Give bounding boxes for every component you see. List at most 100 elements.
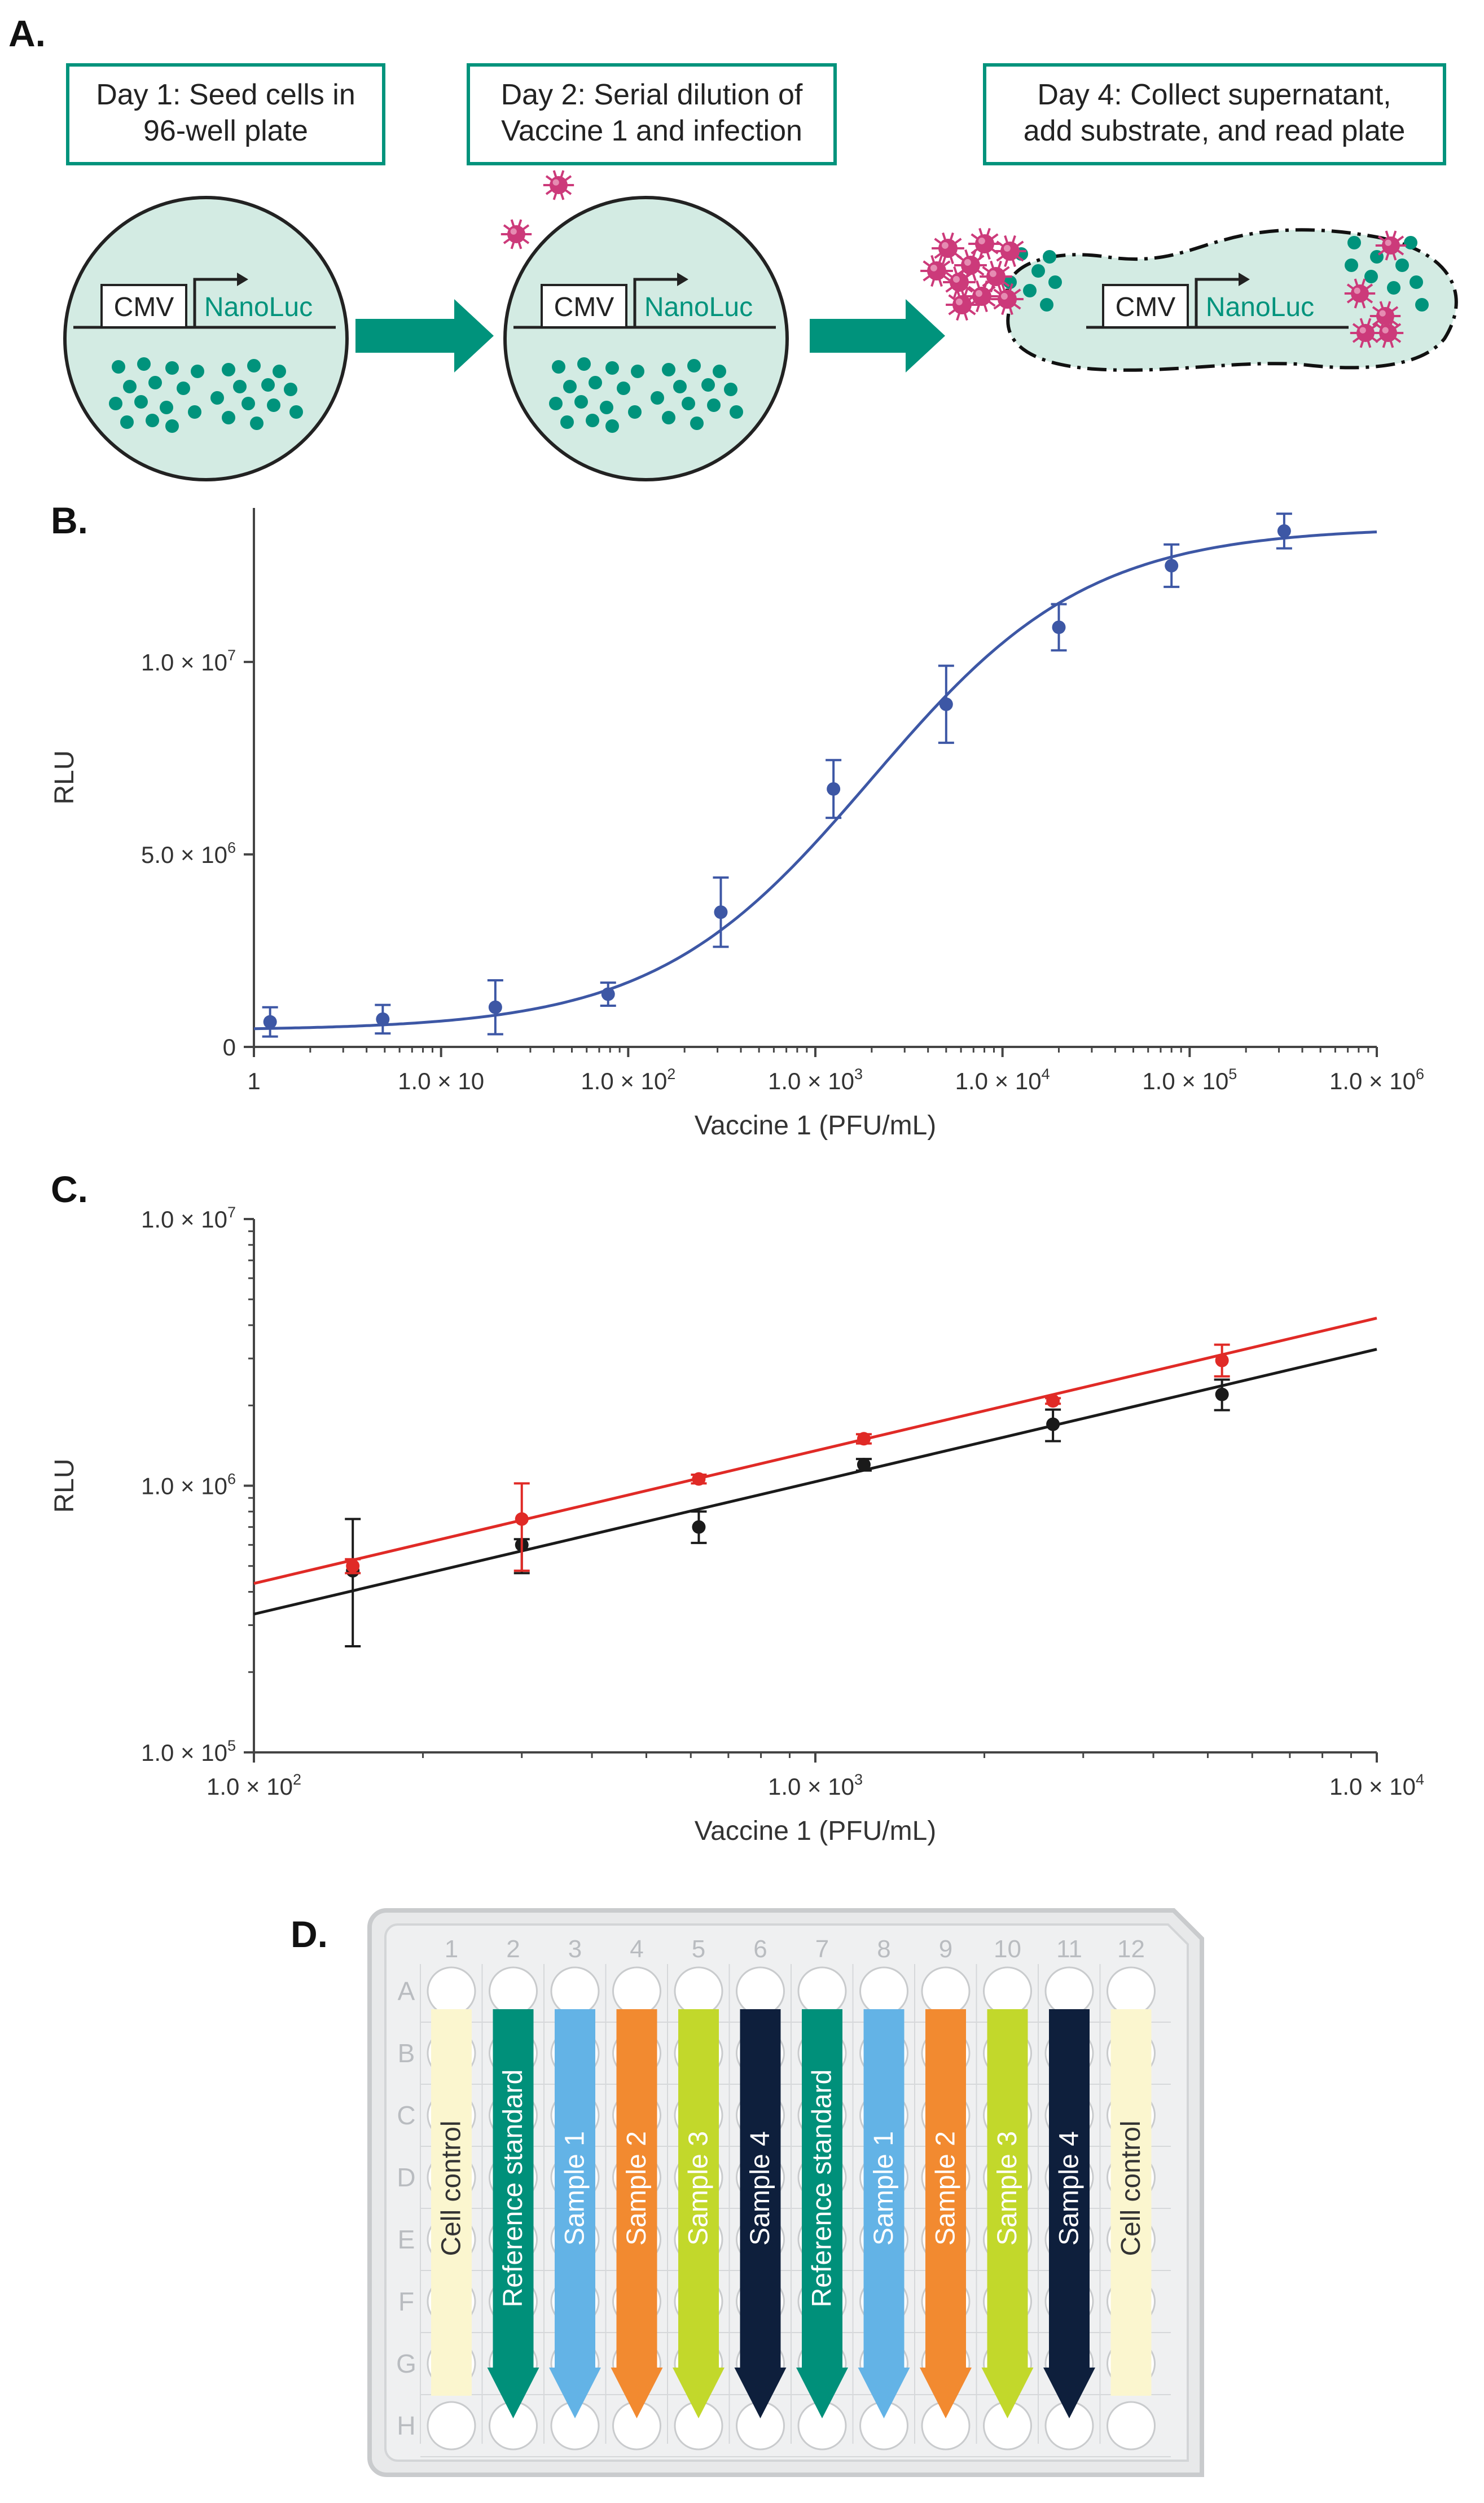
column-label: 5: [692, 1935, 705, 1963]
well: [427, 2401, 476, 2451]
protein-dot: [549, 397, 563, 410]
virus-body: [1351, 284, 1369, 303]
well: [612, 1966, 661, 2016]
data-point: [692, 1472, 706, 1486]
data-point: [827, 782, 841, 796]
x-tick-label-exp: 6: [1416, 1066, 1424, 1082]
y-tick-label-base: 1.0 × 10: [141, 1739, 227, 1766]
cmv-promoter-box: [100, 284, 187, 328]
column-label: 6: [753, 1935, 767, 1963]
cell-day4-lysed: CMV NanoLuc: [920, 227, 1458, 372]
protein-dot: [628, 405, 642, 419]
column-label: 9: [939, 1935, 952, 1963]
protein-dot: [730, 405, 743, 419]
step-3-box: [983, 63, 1446, 165]
protein-dot: [250, 417, 264, 430]
virus-icons: [920, 227, 1407, 348]
protein-dot: [177, 382, 190, 395]
protein-dot: [1043, 250, 1056, 264]
protein-dot: [707, 398, 721, 412]
virus-highlight: [1354, 287, 1360, 294]
virus-body: [1382, 236, 1400, 255]
protein-dot: [273, 365, 286, 378]
well: [1107, 1966, 1156, 2016]
data-point: [1165, 559, 1179, 573]
promoter-label: CMV: [1116, 292, 1176, 322]
virus-highlight: [930, 264, 937, 271]
step-3-label: Day 4: Collect supernatant, add substrate…: [1024, 78, 1405, 147]
protein-dot: [673, 380, 687, 393]
x-tick-label-base: 1.0 × 10: [1329, 1068, 1416, 1094]
virus-body: [1379, 324, 1397, 342]
strip-label: Sample 3: [684, 2131, 714, 2246]
panel-a: A. Day 1: Seed cells in 96-well plate Day…: [8, 12, 1458, 481]
protein-dot: [289, 405, 303, 419]
protein-dot: [137, 357, 151, 371]
x-tick-label: 1.0 × 103: [768, 1771, 863, 1800]
virus-highlight: [1003, 244, 1011, 252]
well: [983, 1966, 1032, 2016]
panel-b-chart: B. 1 1.0 × 10 1.0 × 102 1.0 × 103 1.0 × 104 1…: [50, 499, 1424, 1141]
fit-curve: [253, 531, 1377, 1031]
protein-dot: [148, 376, 162, 389]
x-tick-label-exp: 3: [854, 1066, 863, 1082]
data-point: [1052, 620, 1066, 634]
step-label-line: Day 1: Seed cells in: [96, 78, 355, 111]
protein-dot: [1395, 258, 1409, 272]
virus-icon: [980, 260, 1012, 293]
promoter-arrow-icon: [1195, 278, 1239, 327]
data-point: [857, 1458, 871, 1472]
process-arrow-icon: [355, 299, 494, 372]
y-axis-title: RLU: [50, 750, 80, 804]
promoter-label: CMV: [554, 292, 614, 322]
column-label: 8: [877, 1935, 890, 1963]
protein-dot: [261, 378, 275, 392]
y-tick-label: 5.0 × 106: [141, 839, 236, 868]
virus-icons: [500, 170, 574, 249]
protein-dot: [242, 397, 255, 410]
strip-label: Sample 1: [560, 2131, 590, 2246]
column-label: 2: [506, 1935, 520, 1963]
protein-dot: [160, 401, 173, 414]
column-label: 11: [1056, 1935, 1082, 1963]
virus-icon: [968, 227, 1001, 260]
x-tick-label-base: 1.0 × 10: [1329, 1773, 1416, 1800]
virus-highlight: [941, 242, 949, 249]
virus-highlight: [978, 237, 985, 244]
protein-dot: [690, 417, 704, 430]
virus-highlight: [1000, 292, 1008, 300]
protein-dot: [617, 382, 630, 395]
column-label: 4: [630, 1935, 643, 1963]
protein-dot: [605, 361, 619, 375]
virus-icon: [946, 288, 978, 321]
promoter-arrow-icon: [193, 278, 237, 327]
protein-dot: [560, 415, 574, 429]
step-2-label: Day 2: Serial dilution of Vaccine 1 and i…: [501, 78, 803, 147]
strip-arrow: [858, 2009, 910, 2418]
x-tick-label-exp: 2: [293, 1771, 301, 1788]
protein-dot: [134, 395, 148, 409]
x-tick-label-exp: 5: [1228, 1066, 1237, 1082]
x-tick-label-exp: 4: [1042, 1066, 1050, 1082]
y-tick-label: 1.0 × 105: [141, 1737, 236, 1766]
protein-dot: [1031, 264, 1045, 278]
virus-body: [961, 256, 980, 275]
x-tick-label-base: 1.0 × 10: [955, 1068, 1042, 1094]
virus-icon: [543, 170, 574, 200]
well: [797, 1966, 847, 2016]
protein-dot: [682, 397, 695, 410]
protein-dot: [589, 376, 602, 389]
x-axis-title: Vaccine 1 (PFU/mL): [695, 1816, 937, 1846]
protein-dot: [563, 380, 577, 393]
well: [859, 1966, 908, 2016]
virus-icon: [1369, 301, 1401, 331]
strip-bar: [431, 2009, 472, 2396]
virus-body: [1356, 324, 1375, 342]
data-point: [1046, 1394, 1060, 1408]
step-label-line: add substrate, and read plate: [1024, 115, 1405, 147]
strip-arrow: [549, 2009, 601, 2418]
protein-dot: [651, 391, 664, 405]
data-point: [376, 1012, 390, 1026]
